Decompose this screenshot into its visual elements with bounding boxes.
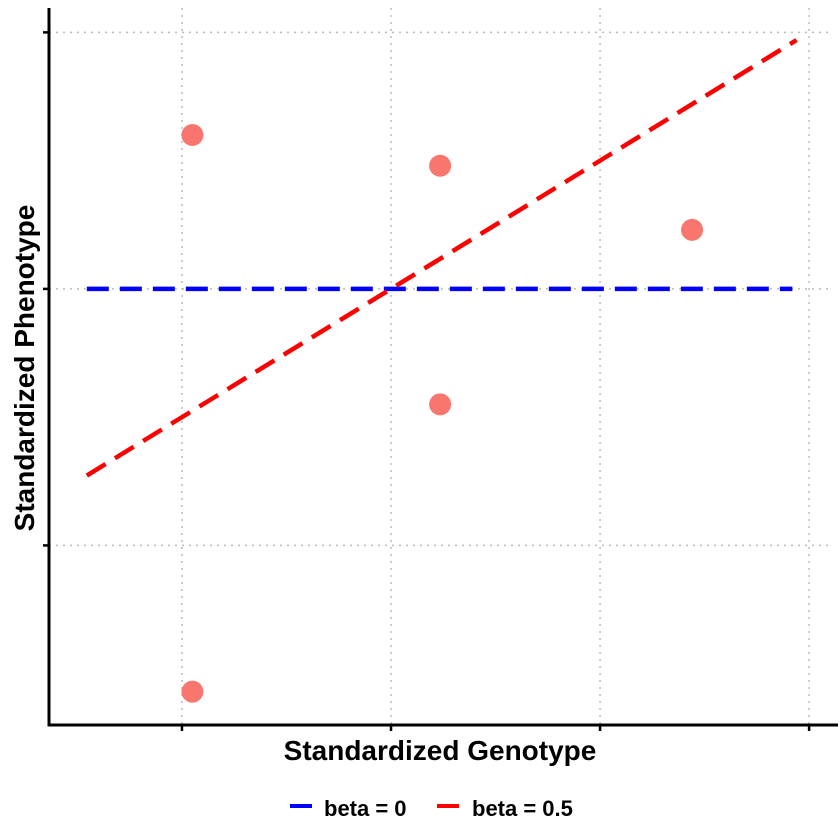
- legend-label-beta0: beta = 0: [324, 796, 407, 821]
- data-point: [181, 123, 204, 146]
- regression-lines: [85, 38, 798, 478]
- data-point: [429, 154, 452, 177]
- grid: [49, 8, 830, 725]
- axes: [43, 8, 838, 731]
- y-axis-label: Standardized Phenotype: [9, 205, 40, 532]
- data-point: [429, 393, 452, 416]
- legend: beta = 0 beta = 0.5: [290, 796, 573, 821]
- x-axis-label: Standardized Genotype: [284, 735, 597, 766]
- legend-label-beta05: beta = 0.5: [472, 796, 573, 821]
- line-beta-0.5: [85, 38, 798, 478]
- data-point: [681, 218, 704, 241]
- data-point: [181, 680, 204, 703]
- data-points: [181, 123, 704, 703]
